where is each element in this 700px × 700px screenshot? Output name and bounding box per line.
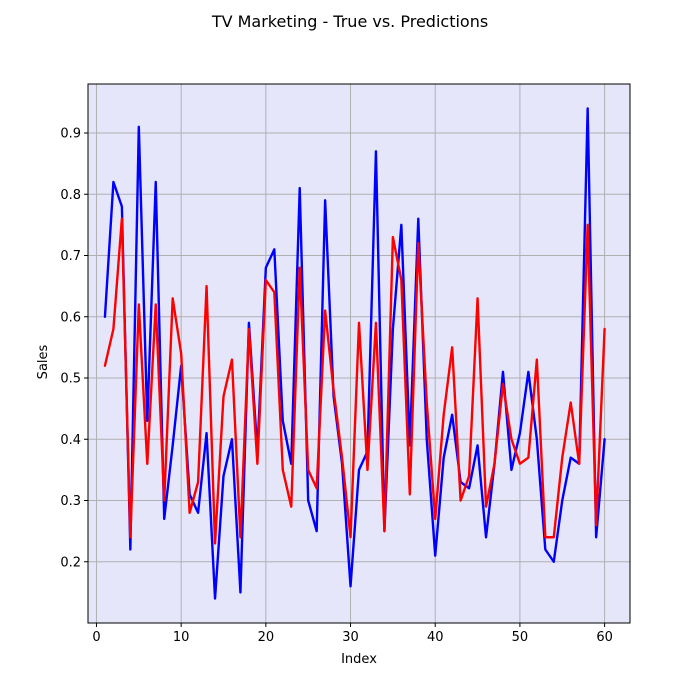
y-tick-label: 0.2 xyxy=(60,555,81,570)
x-tick-label: 30 xyxy=(342,630,359,645)
x-tick-label: 20 xyxy=(258,630,275,645)
y-axis-label: Sales xyxy=(36,344,51,379)
y-tick-label: 0.8 xyxy=(60,188,81,203)
series-line-2 xyxy=(103,217,606,545)
x-axis: 0 10 20 30 40 50 60 xyxy=(92,623,613,645)
series-layer xyxy=(103,107,606,600)
y-tick-label: 0.5 xyxy=(60,372,81,387)
y-tick-label: 0.3 xyxy=(60,494,81,509)
y-tick-label: 0.4 xyxy=(60,433,81,448)
plot-area xyxy=(88,84,630,623)
x-tick-label: 50 xyxy=(512,630,529,645)
x-tick-label: 0 xyxy=(92,630,100,645)
y-tick-label: 0.7 xyxy=(60,249,81,264)
x-tick-label: 40 xyxy=(427,630,444,645)
y-axis: 0.2 0.3 0.4 0.5 0.6 0.7 0.8 0.9 xyxy=(60,127,88,570)
y-tick-label: 0.6 xyxy=(60,310,81,325)
x-tick-label: 60 xyxy=(596,630,613,645)
y-tick-label: 0.9 xyxy=(60,127,81,142)
x-tick-label: 10 xyxy=(173,630,190,645)
x-axis-label: Index xyxy=(341,652,377,667)
plot-frame xyxy=(87,83,631,624)
chart-title: TV Marketing - True vs. Predictions xyxy=(211,12,488,31)
